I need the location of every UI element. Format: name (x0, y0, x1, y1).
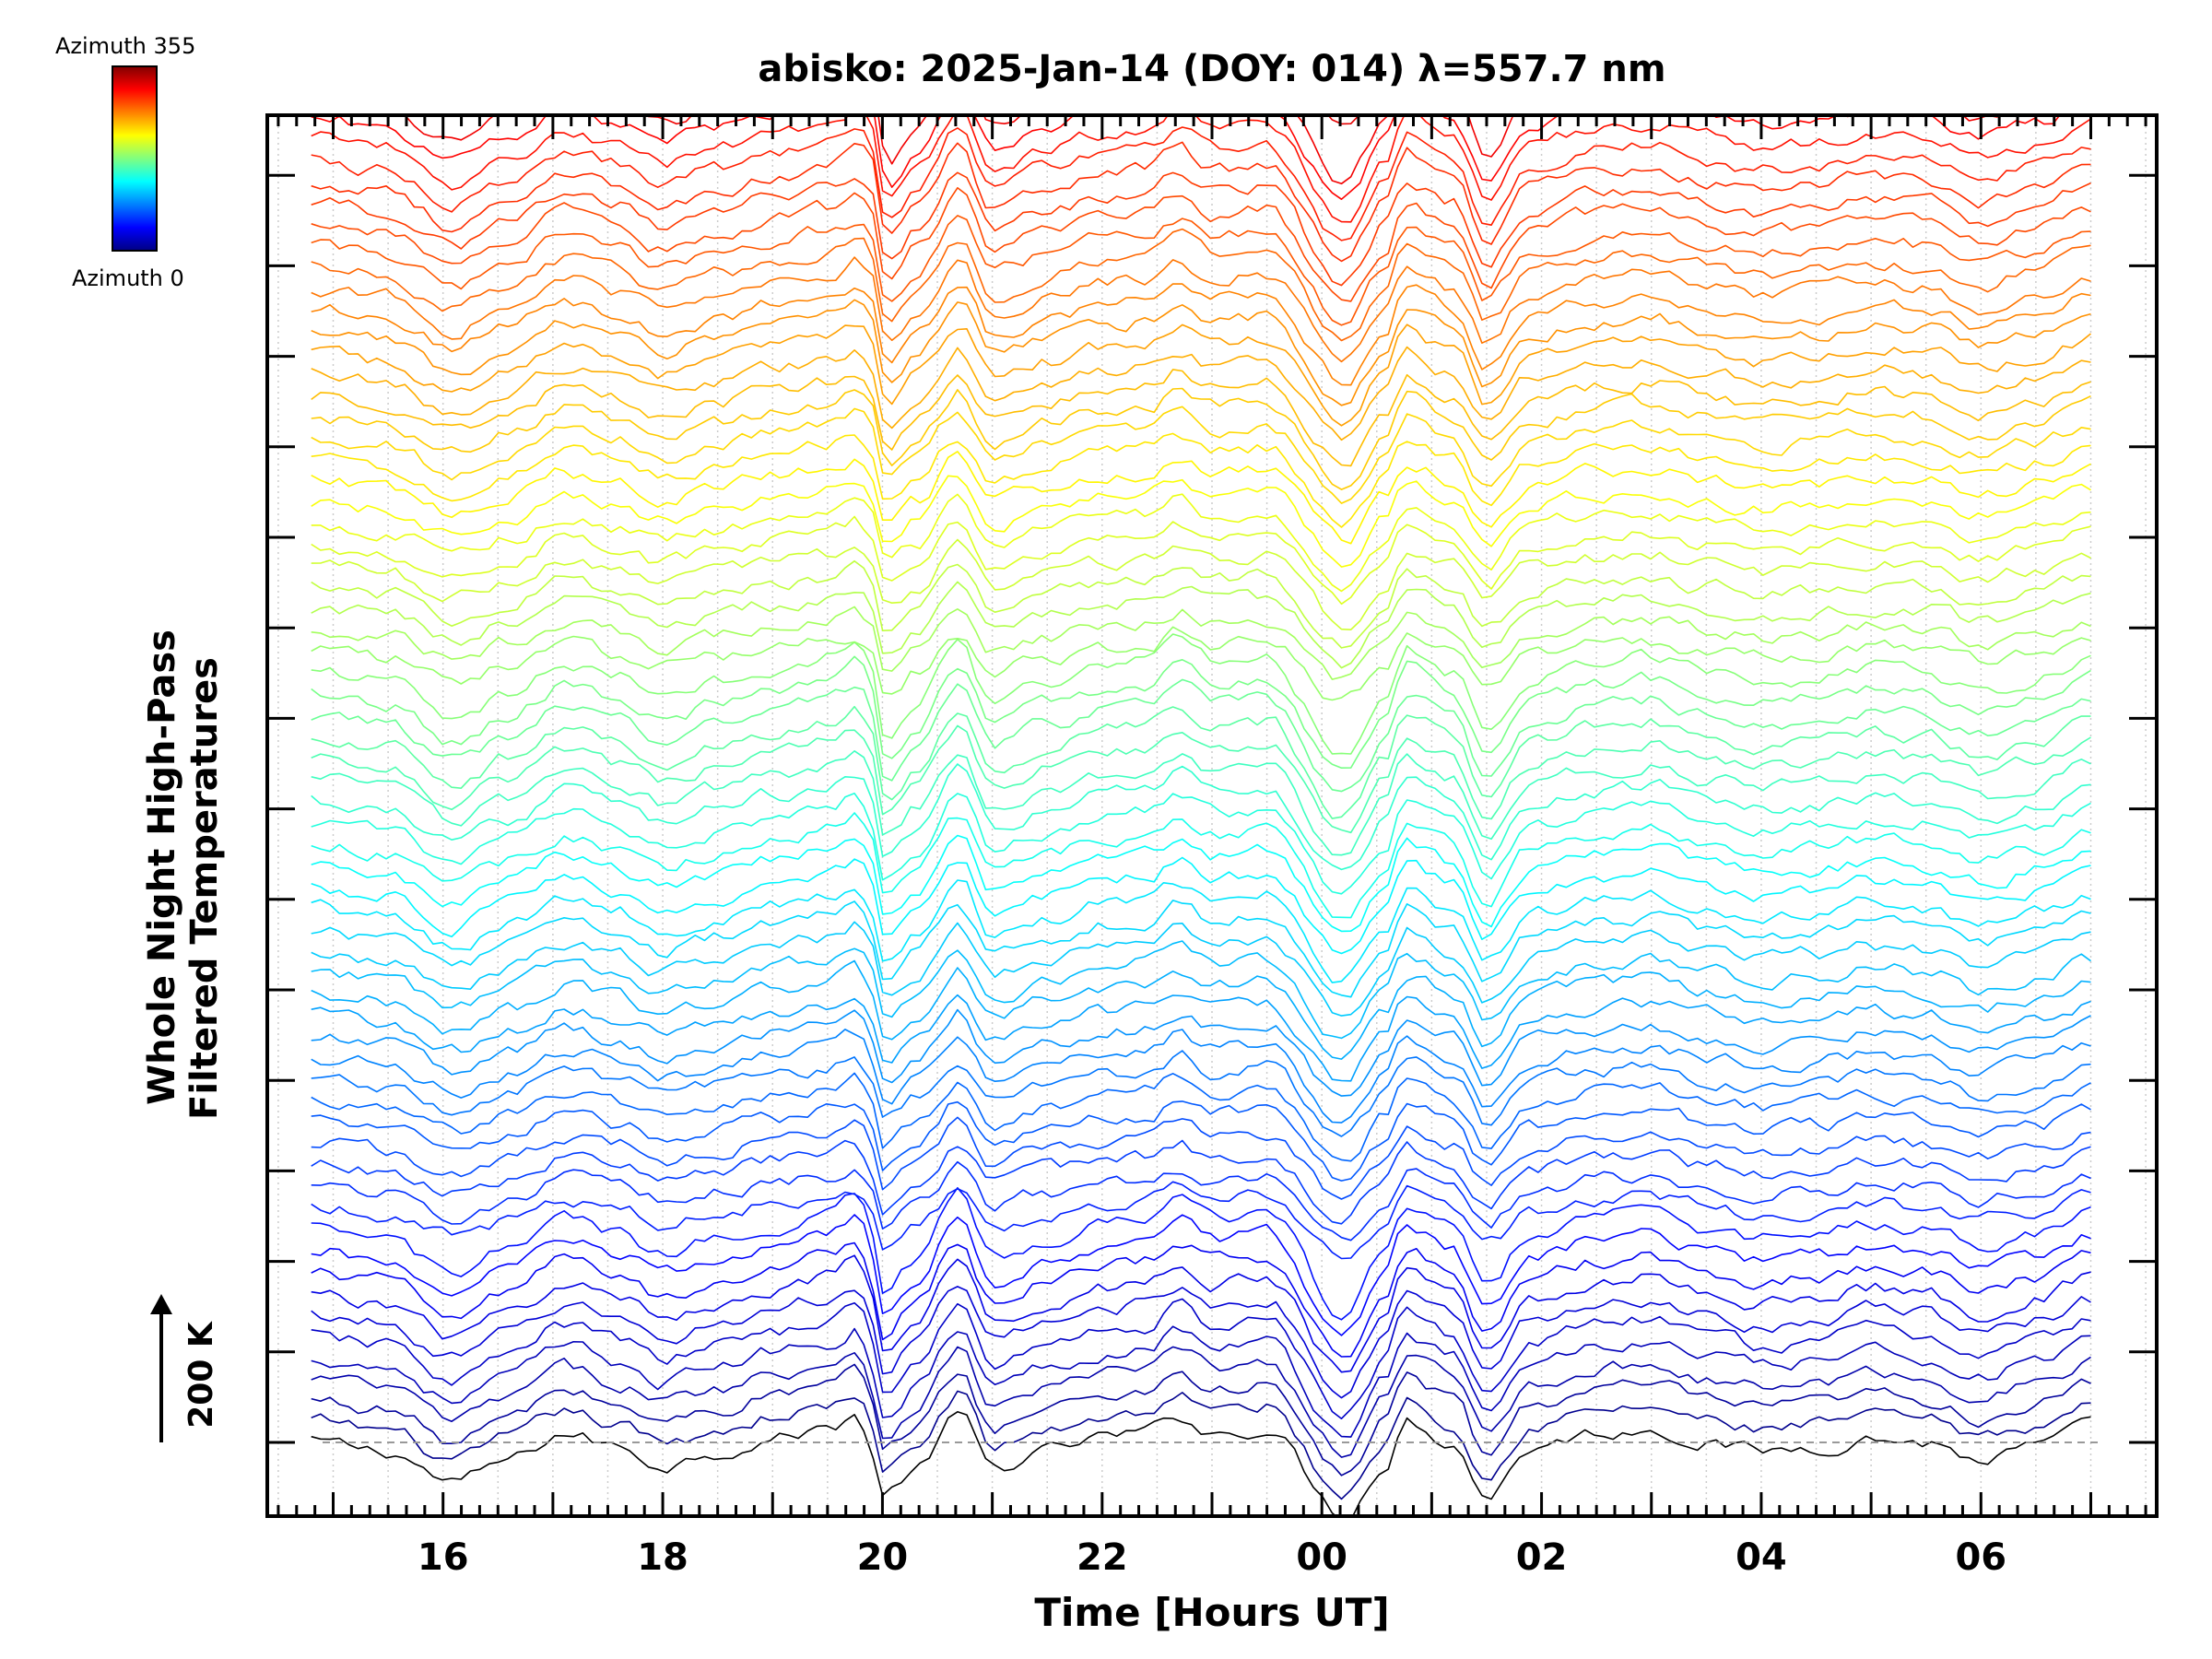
azimuth-series-95 (311, 1008, 2091, 1097)
azimuth-series-335 (312, 0, 2091, 65)
x-tick-label: 06 (1955, 1536, 2006, 1579)
azimuth-series-0 (311, 1411, 2091, 1516)
chart-title: abisko: 2025-Jan-14 (DOY: 014) λ=557.7 n… (758, 48, 1666, 90)
azimuth-series-345 (312, 0, 2091, 26)
plot-frame (265, 113, 2159, 1518)
azimuth-series-320 (1326, 115, 1360, 125)
azimuth-series-155 (311, 749, 2091, 856)
x-tick-label: 00 (1296, 1536, 1347, 1579)
azimuth-series-190 (311, 606, 2091, 680)
colorbar-bottom-label: Azimuth 0 (72, 265, 184, 291)
azimuth-series-275 (311, 228, 2091, 342)
azimuth-series-240 (311, 387, 2091, 490)
azimuth-series-125 (311, 879, 2091, 983)
colorbar (112, 65, 158, 252)
azimuth-series-140 (311, 812, 2091, 919)
x-tick-label: 22 (1077, 1536, 1128, 1579)
azimuth-series-70 (311, 1116, 2091, 1200)
azimuth-series-160 (311, 724, 2091, 834)
azimuth-series-110 (311, 940, 2091, 1040)
azimuth-series-325 (312, 31, 2091, 104)
azimuth-series-75 (311, 1100, 2091, 1182)
azimuth-series-105 (311, 959, 2091, 1060)
azimuth-series-285 (311, 187, 2091, 302)
azimuth-series-255 (311, 324, 2092, 427)
x-tick-label: 20 (857, 1536, 909, 1579)
azimuth-series-40 (311, 1241, 2091, 1358)
azimuth-series-265 (311, 283, 2091, 386)
azimuth-series-260 (311, 299, 2091, 406)
x-tick-label: 04 (1735, 1536, 1787, 1579)
azimuth-series-135 (311, 834, 2091, 933)
azimuth-series-60 (311, 1160, 2091, 1241)
colorbar-top-label: Azimuth 355 (55, 33, 196, 59)
azimuth-series-45 (311, 1214, 2091, 1336)
azimuth-series-280 (311, 215, 2091, 326)
azimuth-series-150 (311, 763, 2091, 871)
x-tick-label: 16 (418, 1536, 469, 1579)
azimuth-series-115 (311, 921, 2091, 1017)
azimuth-series-90 (311, 1029, 2091, 1124)
azimuth-series-225 (311, 451, 2091, 545)
azimuth-series-55 (311, 1181, 2091, 1260)
azimuth-series-200 (311, 559, 2091, 649)
azimuth-series-15 (311, 1346, 2091, 1458)
azimuth-series-340 (312, 0, 2091, 44)
azimuth-series-330 (312, 6, 2091, 88)
azimuth-series-65 (311, 1139, 2091, 1225)
azimuth-series-300 (311, 126, 2091, 241)
scale-arrow (150, 1294, 172, 1442)
x-tick-label: 02 (1516, 1536, 1568, 1579)
azimuth-series-180 (311, 633, 2091, 755)
vertical-grid (277, 115, 2147, 1516)
azimuth-series-20 (311, 1325, 2091, 1438)
azimuth-series-220 (311, 475, 2091, 568)
x-tick-label: 18 (637, 1536, 688, 1579)
x-axis-label: Time [Hours UT] (1034, 1590, 1390, 1635)
azimuth-series-5 (311, 1390, 2091, 1500)
azimuth-series-315 (403, 115, 2007, 185)
azimuth-series-185 (311, 626, 2091, 701)
azimuth-series-10 (311, 1363, 2091, 1477)
azimuth-series-350 (312, 0, 2091, 3)
azimuth-series-25 (311, 1298, 2091, 1419)
azimuth-series-250 (311, 346, 2091, 441)
azimuth-series-305 (311, 115, 2091, 223)
azimuth-series-130 (311, 856, 2091, 955)
azimuth-series-205 (311, 538, 2091, 631)
azimuth-series-290 (311, 171, 2091, 287)
azimuth-series-35 (311, 1254, 2091, 1373)
azimuth-series-100 (311, 994, 2091, 1082)
azimuth-series-215 (311, 493, 2091, 593)
azimuth-series-230 (311, 432, 2091, 528)
azimuth-series-235 (311, 406, 2091, 504)
azimuth-series-120 (311, 900, 2091, 998)
azimuth-series-210 (311, 515, 2091, 606)
azimuth-series-175 (311, 655, 2091, 770)
azimuth-series-145 (311, 792, 2091, 895)
azimuth-series-170 (311, 678, 2091, 793)
azimuth-series-245 (311, 369, 2091, 467)
azimuth-series-165 (311, 705, 2091, 819)
azimuth-series-295 (311, 141, 2091, 263)
azimuth-series-30 (311, 1286, 2091, 1399)
azimuth-series-270 (311, 256, 2091, 363)
azimuth-series-80 (311, 1072, 2091, 1162)
azimuth-series-50 (311, 1187, 2091, 1321)
azimuth-series-195 (311, 581, 2091, 669)
azimuth-series-group (311, 0, 2092, 1516)
azimuth-series-85 (311, 1050, 2091, 1137)
